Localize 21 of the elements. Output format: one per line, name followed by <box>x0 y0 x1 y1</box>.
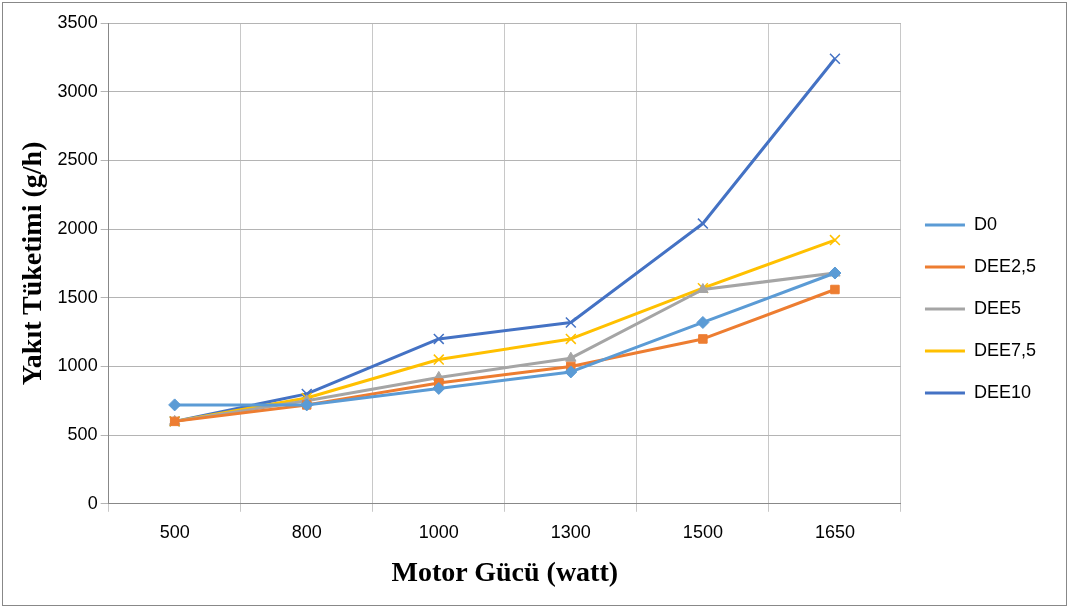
y-axis-title: Yakıt Tüketimi (g/h) <box>16 141 48 386</box>
x-tick-label: 1650 <box>814 521 855 542</box>
y-tick-label: 0 <box>87 492 98 513</box>
legend-label: D0 <box>973 213 997 234</box>
legend-label: DEE10 <box>973 381 1032 402</box>
y-tick-label: 1000 <box>57 355 98 376</box>
x-tick-label: 1300 <box>550 521 591 542</box>
y-tick-label: 2500 <box>57 149 98 170</box>
y-tick-label: 3500 <box>57 11 98 32</box>
x-tick-label: 500 <box>159 521 190 542</box>
legend-label: DEE5 <box>973 297 1021 318</box>
y-tick-label: 2000 <box>57 218 98 239</box>
x-tick-label: 1500 <box>682 521 723 542</box>
legend-label: DEE7,5 <box>973 339 1037 360</box>
x-tick-label: 800 <box>291 521 322 542</box>
x-axis-title: Motor Gücü (watt) <box>391 556 619 588</box>
x-tick-label: 1000 <box>418 521 459 542</box>
legend-label: DEE2,5 <box>973 255 1037 276</box>
y-tick-label: 3000 <box>57 80 98 101</box>
y-tick-label: 1500 <box>57 286 98 307</box>
y-tick-label: 500 <box>67 424 98 445</box>
